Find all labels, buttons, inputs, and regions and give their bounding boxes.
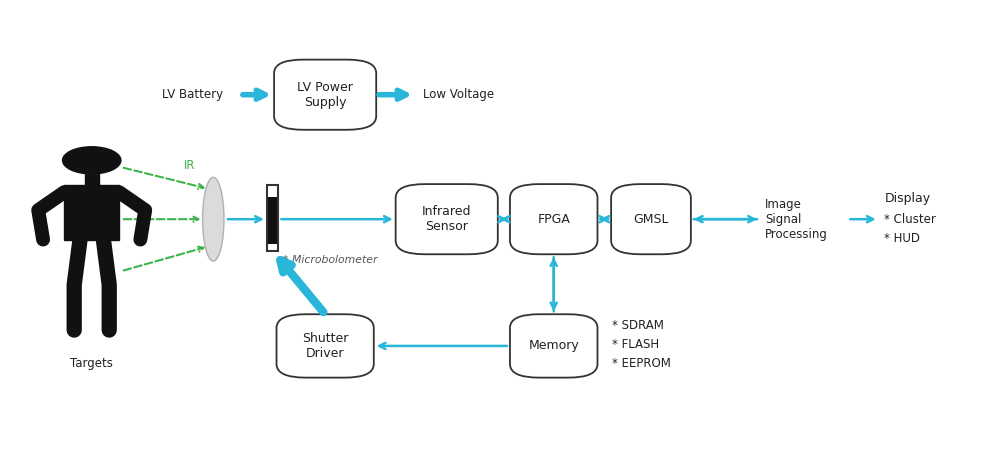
Text: LV Battery: LV Battery [162,88,224,101]
Text: LV Power
Supply: LV Power Supply [297,81,353,109]
FancyBboxPatch shape [510,184,597,254]
FancyBboxPatch shape [611,184,691,254]
FancyBboxPatch shape [274,59,376,130]
Text: Image
Signal
Processing: Image Signal Processing [765,198,828,241]
Text: * FLASH: * FLASH [612,338,659,351]
Text: * HUD: * HUD [885,232,920,245]
FancyBboxPatch shape [65,185,119,240]
Circle shape [63,147,121,174]
FancyBboxPatch shape [268,196,277,244]
Text: * Microbolometer: * Microbolometer [284,255,378,266]
FancyBboxPatch shape [85,174,98,185]
Text: Low Voltage: Low Voltage [423,88,494,101]
Text: Infrared
Sensor: Infrared Sensor [422,205,472,233]
Text: * Cluster: * Cluster [885,213,936,226]
Text: * EEPROM: * EEPROM [612,357,671,370]
Text: * SDRAM: * SDRAM [612,319,664,332]
FancyBboxPatch shape [395,184,497,254]
FancyBboxPatch shape [267,185,279,251]
Text: Display: Display [885,192,931,205]
Ellipse shape [203,177,224,261]
FancyBboxPatch shape [510,314,597,378]
Text: Targets: Targets [71,357,113,370]
FancyBboxPatch shape [277,314,374,378]
Text: GMSL: GMSL [634,213,669,226]
Text: Shutter
Driver: Shutter Driver [302,332,348,360]
Text: IR: IR [184,159,195,171]
Text: FPGA: FPGA [538,213,570,226]
Text: Memory: Memory [529,339,579,352]
